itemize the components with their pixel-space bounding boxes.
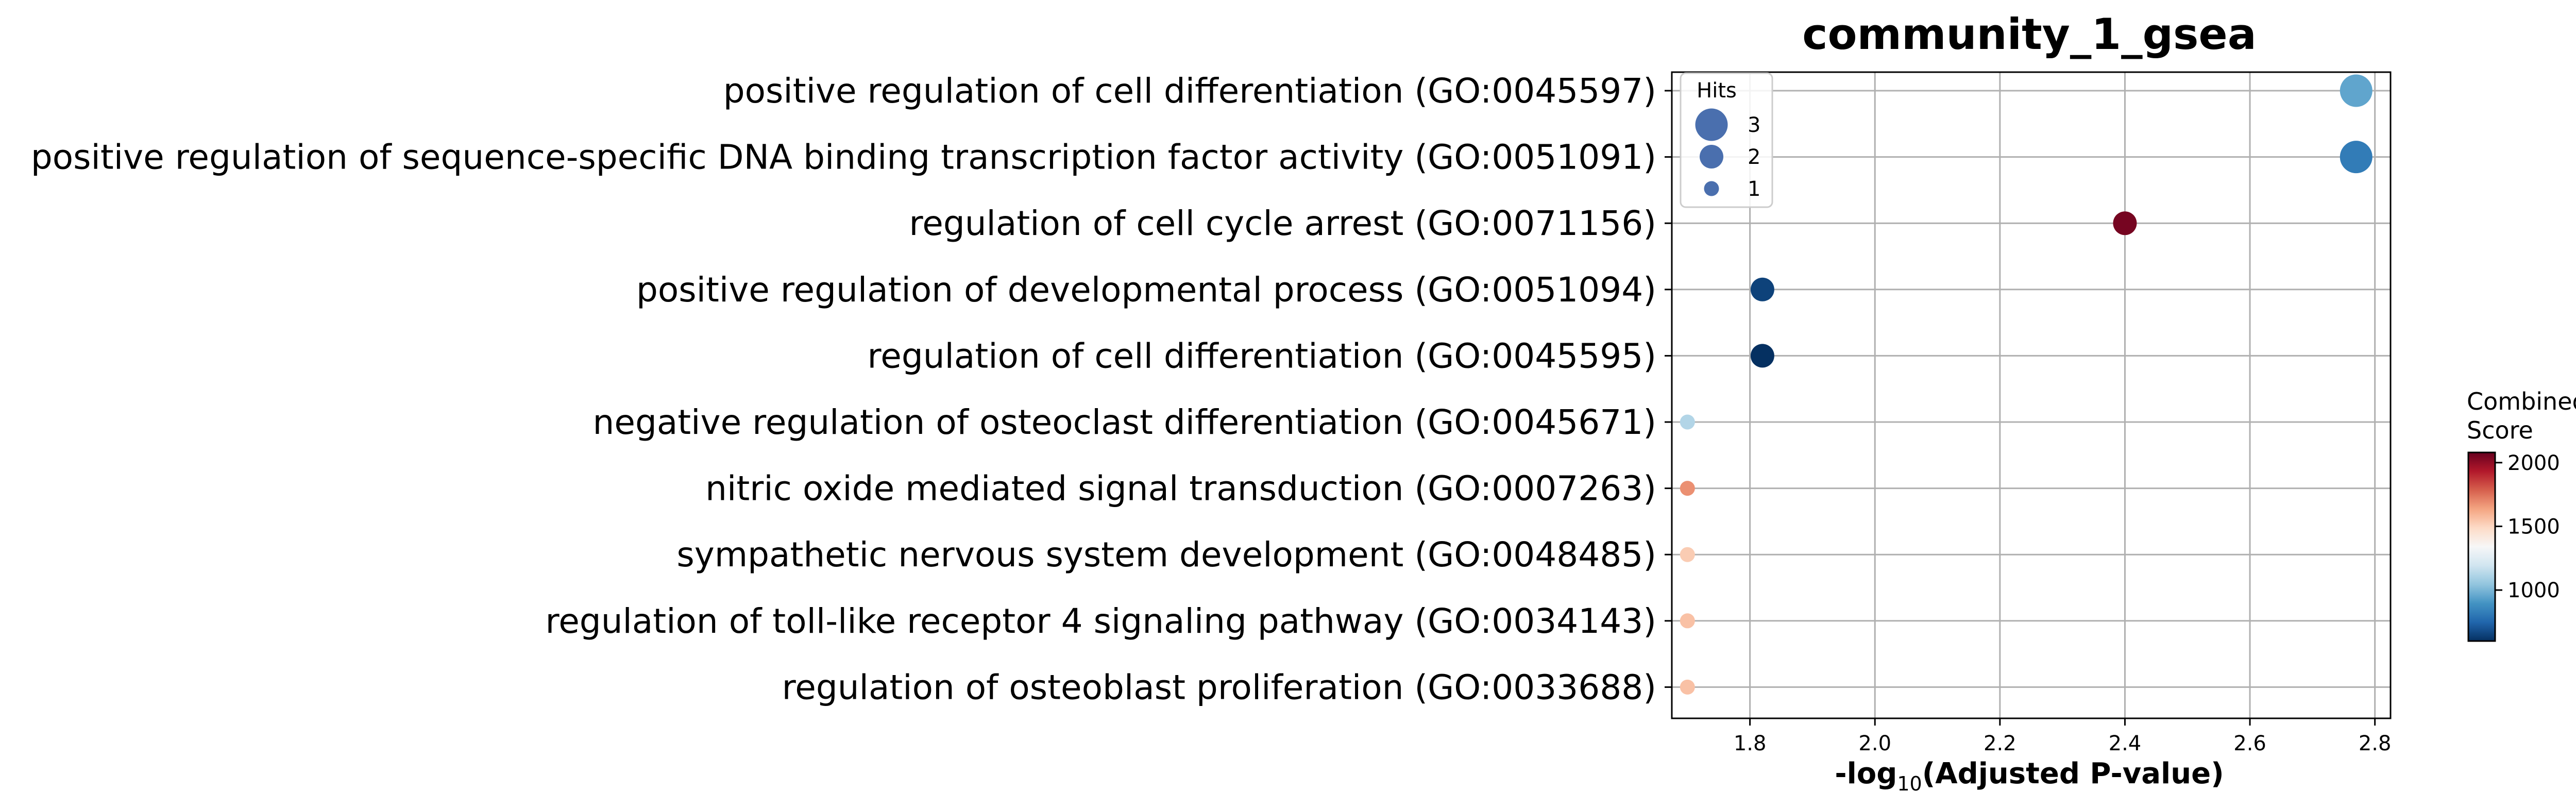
category-label: regulation of cell differentiation (GO:0… xyxy=(868,336,1656,376)
data-point xyxy=(1680,481,1695,496)
legend-entry-label: 2 xyxy=(1748,145,1760,169)
x-axis-label: -log10(Adjusted P-value) xyxy=(1835,757,2224,795)
grid xyxy=(1672,72,2391,718)
data-point xyxy=(1680,414,1695,430)
data-point xyxy=(2113,211,2137,235)
x-axis-label-subscript: 10 xyxy=(1897,772,1922,795)
category-label: positive regulation of sequence-specific… xyxy=(31,138,1656,177)
data-point xyxy=(2340,141,2372,174)
x-tick-label: 2.4 xyxy=(2109,732,2142,755)
x-tick-label: 2.6 xyxy=(2233,732,2266,755)
colorbar-tick-label: 1000 xyxy=(2507,579,2560,602)
colorbar-title-line2: Score xyxy=(2467,416,2533,444)
data-point xyxy=(1750,344,1774,368)
x-tick-label: 2.2 xyxy=(1984,732,2016,755)
x-tick-label: 2.8 xyxy=(2359,732,2392,755)
x-axis-ticks: 1.8 2.0 2.2 2.4 2.6 2.8 xyxy=(1734,718,2392,755)
category-label: positive regulation of developmental pro… xyxy=(636,270,1656,310)
plot-frame xyxy=(1671,71,2392,719)
legend-marker xyxy=(1704,181,1719,196)
colorbar-bar xyxy=(2467,451,2496,642)
category-label: positive regulation of cell differentiat… xyxy=(723,71,1656,111)
data-point xyxy=(1680,547,1695,562)
category-label: regulation of cell cycle arrest (GO:0071… xyxy=(909,204,1656,243)
category-labels: positive regulation of cell differentiat… xyxy=(31,71,1672,707)
category-label: regulation of osteoblast proliferation (… xyxy=(782,667,1656,707)
chart-title: community_1_gsea xyxy=(1802,9,2256,59)
data-point xyxy=(1750,277,1774,301)
data-point xyxy=(1680,679,1695,695)
data-point xyxy=(2340,74,2372,107)
category-label: nitric oxide mediated signal transductio… xyxy=(705,469,1656,509)
x-axis-label-prefix: -log xyxy=(1835,757,1897,790)
category-label: regulation of toll-like receptor 4 signa… xyxy=(546,601,1656,641)
legend-entry-label: 3 xyxy=(1748,113,1760,137)
legend-marker xyxy=(1695,108,1728,141)
colorbar-tick-label: 1500 xyxy=(2507,515,2560,538)
x-tick-label: 2.0 xyxy=(1858,732,1891,755)
hits-legend: Hits 3 2 1 xyxy=(1680,72,1773,208)
x-axis-label-suffix: (Adjusted P-value) xyxy=(1922,757,2224,790)
colorbar-tick-label: 2000 xyxy=(2507,451,2560,475)
category-label: negative regulation of osteoclast differ… xyxy=(593,402,1656,442)
legend-title: Hits xyxy=(1697,79,1737,103)
data-points xyxy=(1680,74,2372,695)
colorbar-title-line1: Combined xyxy=(2467,388,2576,415)
legend-entry-label: 1 xyxy=(1748,177,1760,201)
legend-box xyxy=(1680,72,1773,208)
x-tick-label: 1.8 xyxy=(1734,732,1767,755)
legend-marker xyxy=(1700,145,1723,169)
data-point xyxy=(1680,613,1695,629)
category-label: sympathetic nervous system development (… xyxy=(676,535,1656,575)
